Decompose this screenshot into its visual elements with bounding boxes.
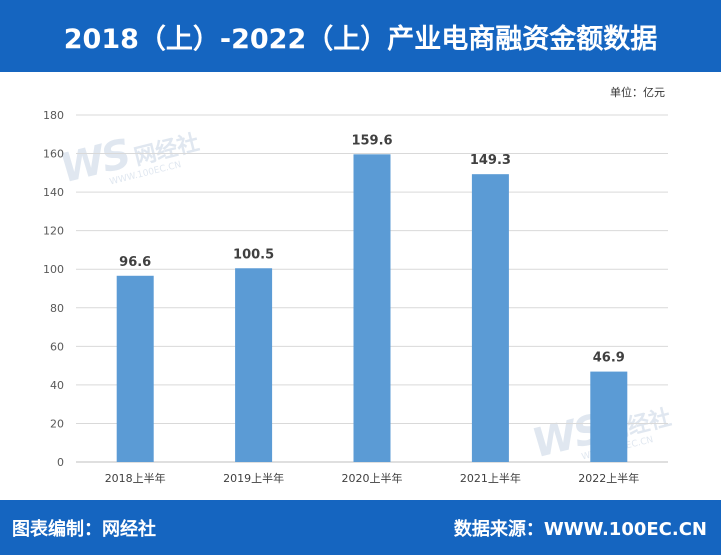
bar [353,154,391,462]
x-tick-label: 2021上半年 [460,471,521,485]
bar [235,268,273,462]
y-tick-label: 180 [43,109,64,122]
bar-chart: 0 20 40 60 80 100 120 140 160 180 96.6 2018上半年 100.5… [43,109,668,485]
y-tick-label: 80 [50,302,64,315]
data-label: 100.5 [233,247,274,262]
x-tick-label: 2022上半年 [578,471,639,485]
title-banner: 2018（上）-2022（上）产业电商融资金额数据 [0,0,721,72]
y-tick-label: 100 [43,263,64,276]
y-tick-label: 0 [57,456,64,469]
x-tick-label: 2018上半年 [105,471,166,485]
y-tick-label: 120 [43,225,64,238]
data-label: 149.3 [470,153,511,168]
page-title: 2018（上）-2022（上）产业电商融资金额数据 [63,23,658,55]
y-tick-label: 160 [43,148,64,161]
bar [471,174,509,462]
x-tick-label: 2019上半年 [223,471,284,485]
y-tick-label: 60 [50,340,64,353]
data-label: 96.6 [119,255,151,270]
unit-label: 单位：亿元 [610,86,665,99]
footer-credit: 图表编制：网经社 [12,519,156,540]
x-tick-label: 2020上半年 [342,471,403,485]
bar [590,371,628,462]
y-tick-label: 40 [50,379,64,392]
bar [116,275,154,462]
y-tick-label: 20 [50,417,64,430]
data-label: 159.6 [351,133,392,148]
data-label: 46.9 [593,351,625,366]
y-tick-label: 140 [43,186,64,199]
footer-source: 数据来源：WWW.100EC.CN [453,519,707,540]
footer-banner: 图表编制：网经社 数据来源：WWW.100EC.CN [0,500,721,555]
